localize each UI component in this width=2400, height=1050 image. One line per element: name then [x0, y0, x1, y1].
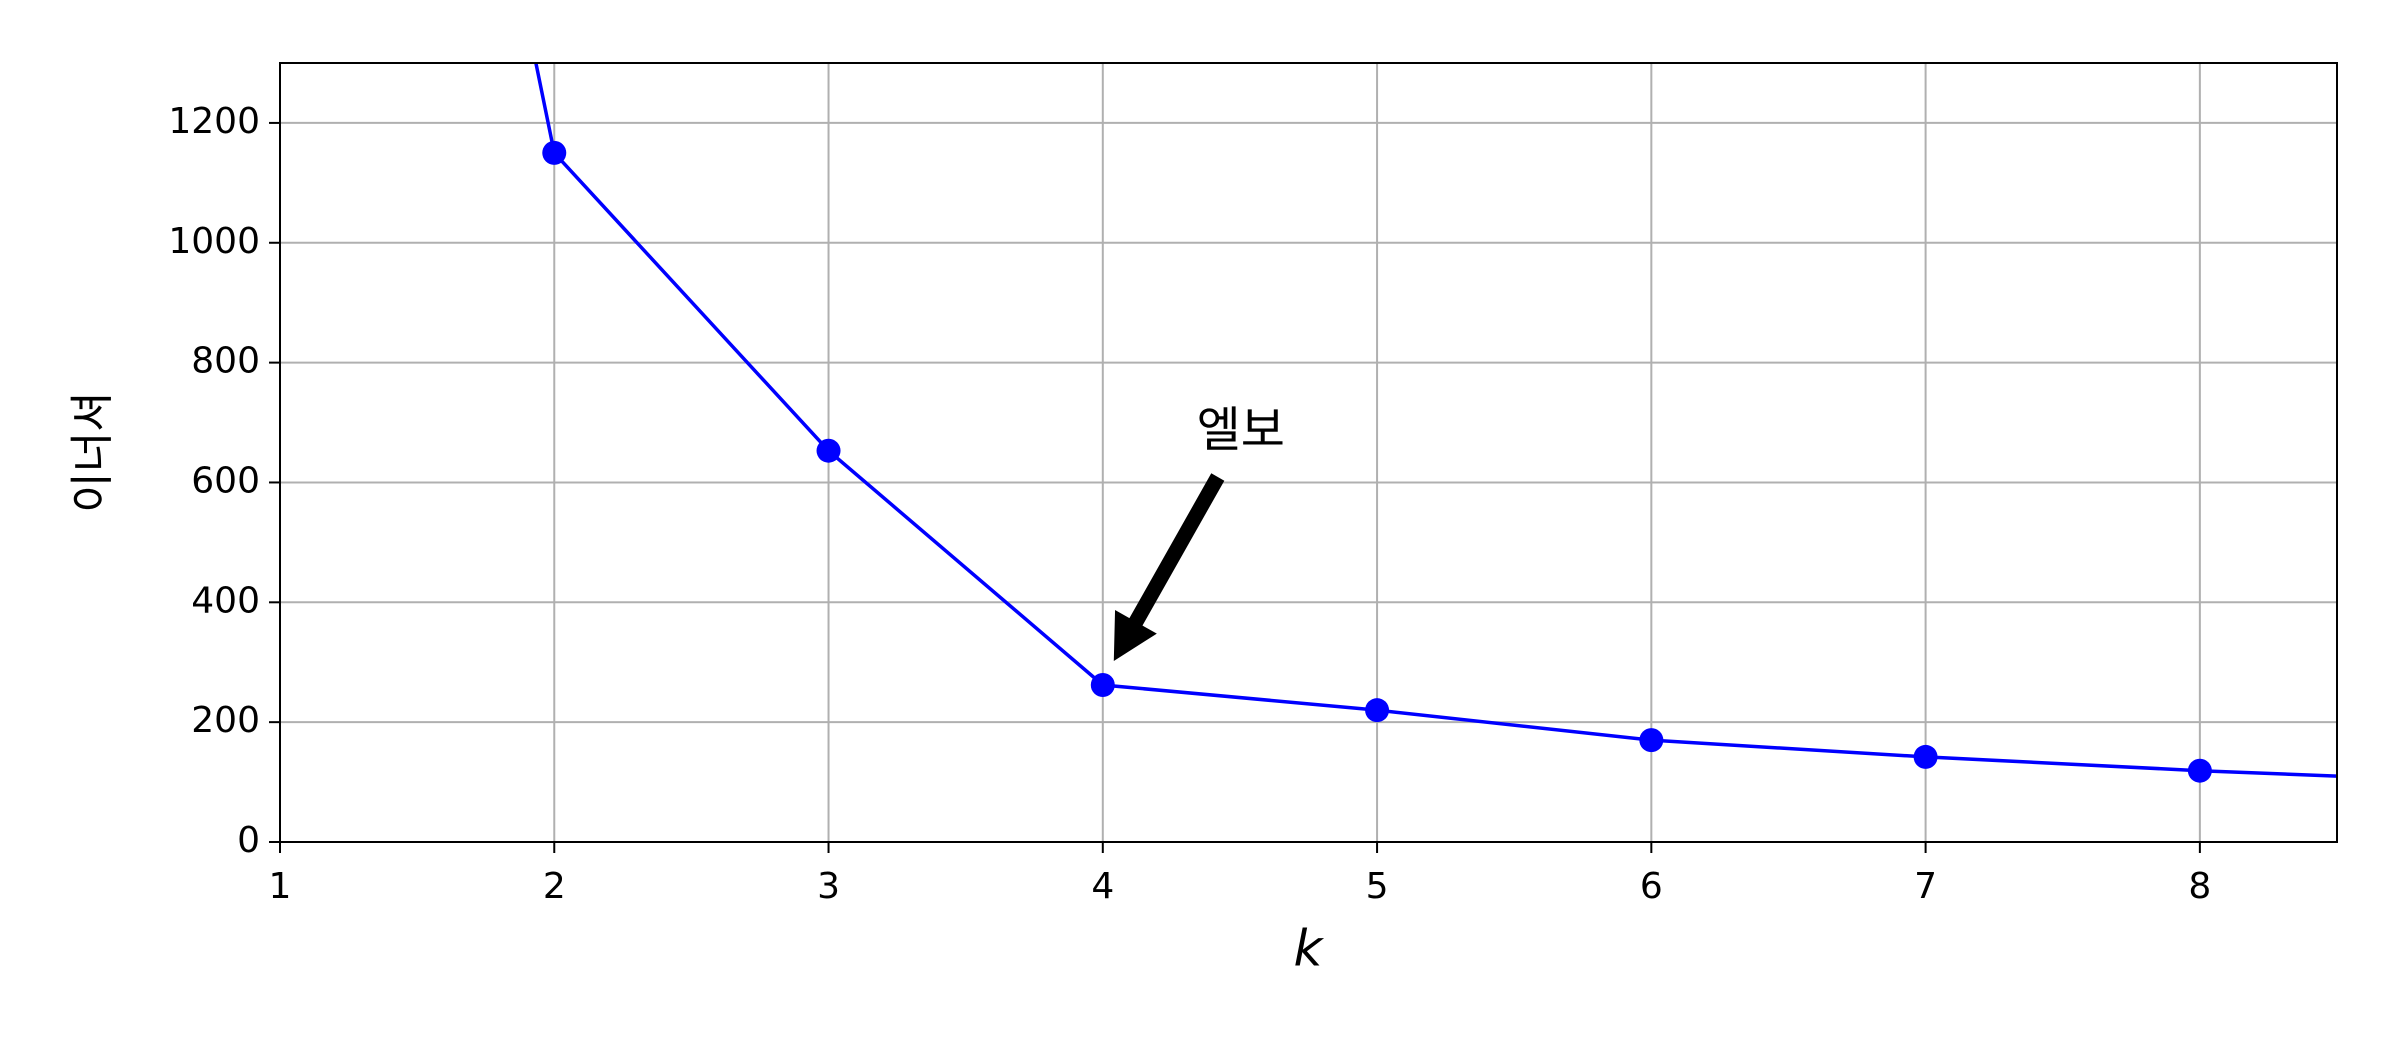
data-point	[1365, 698, 1390, 723]
data-point	[1090, 673, 1115, 698]
y-tick-label: 1200	[168, 101, 260, 142]
data-point	[2187, 758, 2212, 783]
data-point	[542, 140, 567, 165]
grid	[279, 63, 2337, 843]
data-line	[534, 63, 2337, 778]
y-tick-label: 0	[237, 820, 260, 861]
x-tick-label: 8	[2188, 866, 2211, 907]
y-tick-label: 1000	[168, 221, 260, 262]
data-point	[1639, 728, 1664, 753]
annotation-text: 엘보	[1197, 402, 1285, 458]
y-tick-label: 200	[191, 700, 260, 741]
annotation-arrow	[1113, 473, 1225, 662]
y-tick-label: 800	[191, 341, 260, 382]
data-point	[816, 438, 841, 463]
x-axis-label: k	[1294, 920, 1325, 978]
y-tick-label: 400	[191, 580, 260, 621]
plot-area	[534, 63, 2337, 783]
x-tick-label: 6	[1640, 866, 1663, 907]
x-tick-label: 5	[1366, 866, 1389, 907]
x-tick-label: 4	[1091, 866, 1114, 907]
x-tick-label: 3	[817, 866, 840, 907]
x-tick-label: 2	[543, 866, 566, 907]
y-axis-label: 이너셔	[67, 391, 118, 512]
y-tick-label: 600	[191, 460, 260, 501]
x-tick-label: 1	[269, 866, 292, 907]
data-point	[1913, 744, 1938, 769]
x-tick-label: 7	[1914, 866, 1937, 907]
axes-frame	[279, 62, 2338, 843]
